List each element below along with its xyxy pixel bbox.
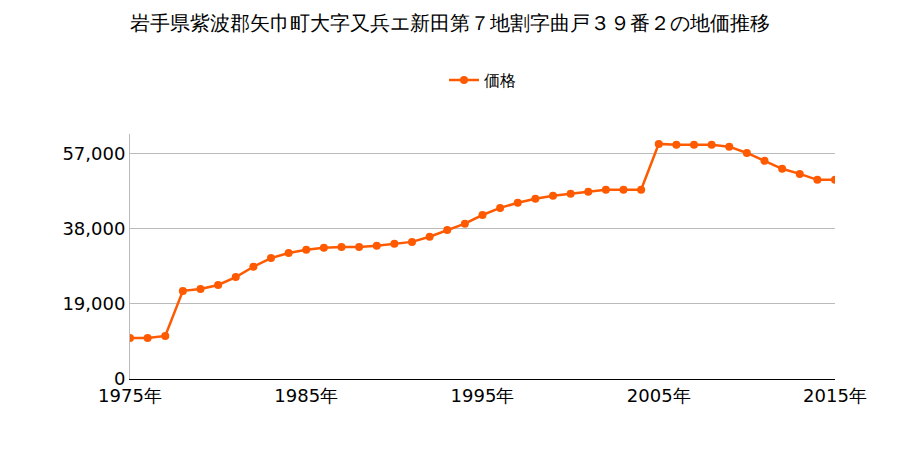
svg-text:2005年: 2005年 [627, 385, 691, 406]
svg-text:価格: 価格 [484, 71, 516, 90]
svg-text:38,000: 38,000 [62, 218, 125, 239]
svg-text:2015年: 2015年 [803, 385, 867, 406]
svg-text:57,000: 57,000 [62, 143, 125, 164]
svg-text:1975年: 1975年 [98, 385, 162, 406]
svg-text:1995年: 1995年 [451, 385, 515, 406]
svg-text:0: 0 [114, 368, 125, 389]
svg-text:19,000: 19,000 [62, 293, 125, 314]
svg-text:岩手県紫波郡矢巾町大字又兵エ新田第７地割字曲戸３９番２の地価: 岩手県紫波郡矢巾町大字又兵エ新田第７地割字曲戸３９番２の地価推移 [130, 11, 770, 35]
svg-text:1985年: 1985年 [274, 385, 338, 406]
